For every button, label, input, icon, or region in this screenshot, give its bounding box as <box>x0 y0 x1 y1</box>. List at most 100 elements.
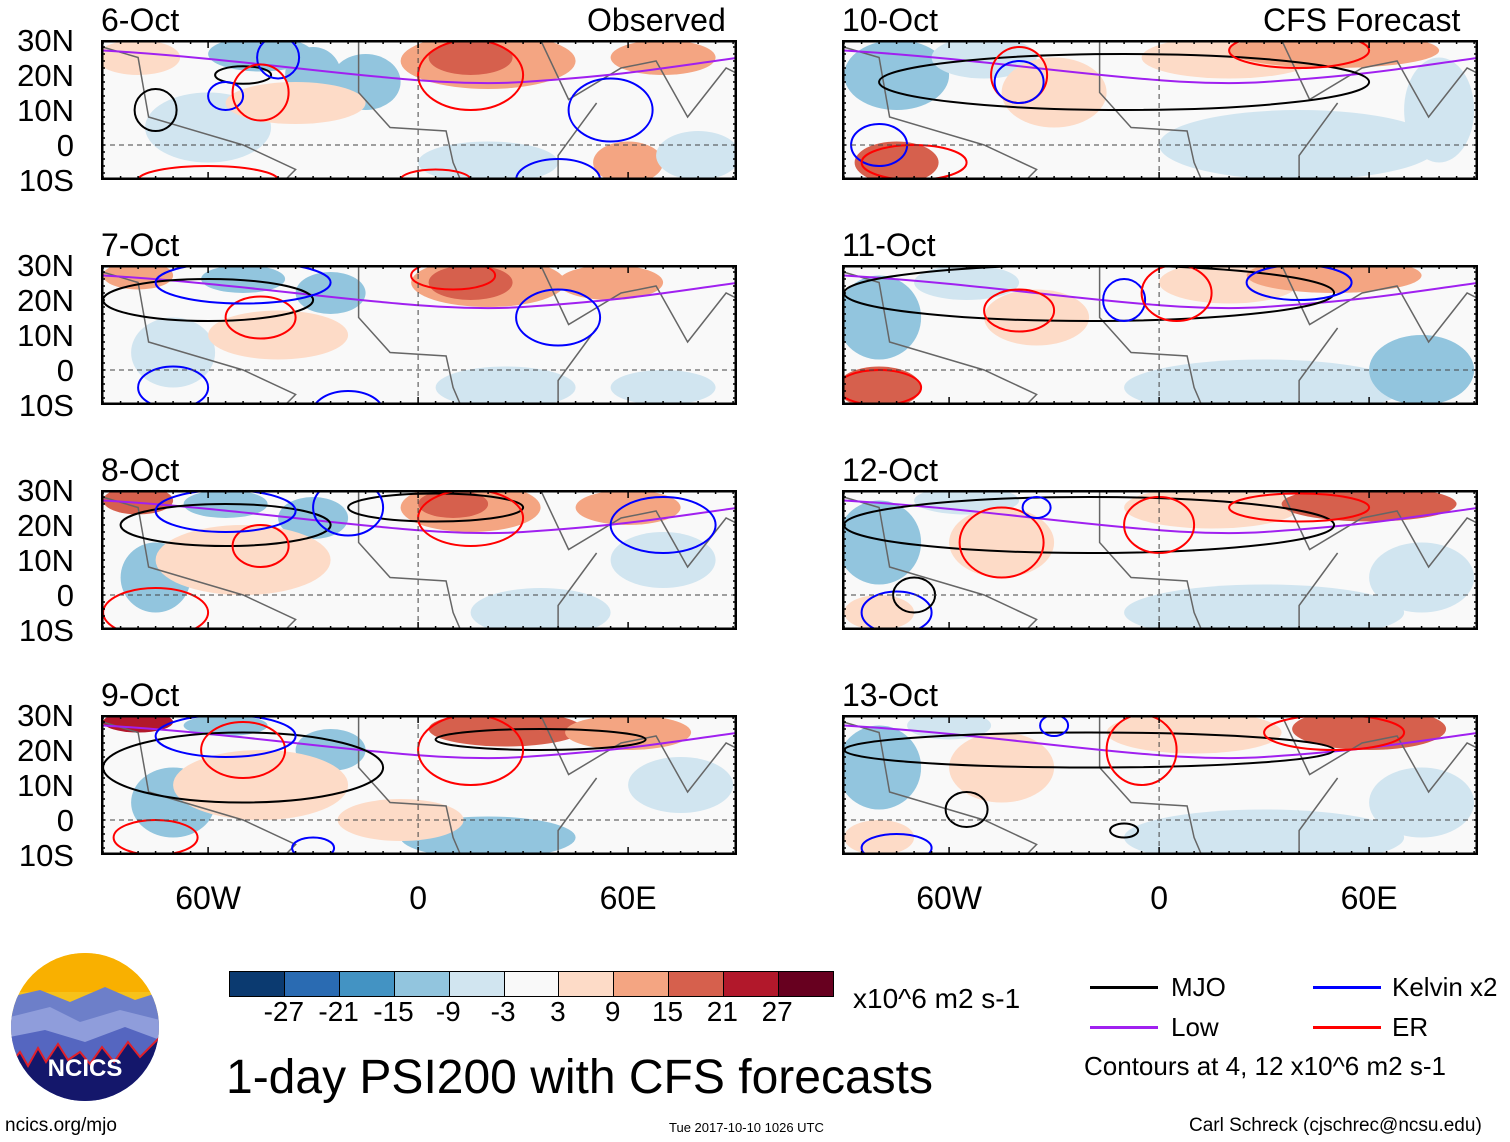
psi-anomaly-shading <box>656 131 737 180</box>
low-contour <box>844 724 1478 760</box>
lat-tick-label: 30N <box>17 248 74 283</box>
er-contour <box>417 715 525 786</box>
colorbar-label: 27 <box>761 996 793 1027</box>
er-contour <box>1263 715 1406 751</box>
psi-anomaly-shading <box>1292 715 1447 750</box>
legend-label-mjo: MJO <box>1171 972 1226 1002</box>
er-contour <box>137 165 280 180</box>
panel-date: 12-Oct <box>842 452 939 488</box>
psi-anomaly-shading <box>949 732 1055 803</box>
low-contour <box>844 499 1478 535</box>
kelvin-contour <box>207 81 245 111</box>
er-contour <box>231 524 290 568</box>
psi-anomaly-shading <box>208 40 314 72</box>
psi-anomaly-shading <box>907 715 992 740</box>
lat-tick-label: 30N <box>17 698 74 733</box>
map-panel <box>101 490 737 630</box>
low-contour <box>844 49 1478 85</box>
er-contour <box>983 288 1056 333</box>
psi-anomaly-shading <box>183 715 268 736</box>
coastline <box>842 265 1478 405</box>
lat-tick-label: 30N <box>17 23 74 58</box>
psi-anomaly-shading <box>295 272 366 314</box>
cfs-forecast-label: CFS Forecast <box>1263 2 1461 38</box>
kelvin-contour <box>312 490 385 537</box>
er-contour <box>231 63 290 122</box>
psi-anomaly-shading <box>610 40 716 75</box>
colorbar <box>229 971 834 997</box>
colorbar-swatch <box>779 972 833 996</box>
map-panel <box>101 265 737 405</box>
lat-tick-label: 20N <box>17 58 74 93</box>
lat-tick-label: 10S <box>18 613 74 648</box>
colorbar-label: 15 <box>651 996 684 1027</box>
mjo-contour <box>1109 822 1140 839</box>
low-contour <box>103 724 737 760</box>
lat-tick-label: 10N <box>17 93 74 128</box>
panel-date: 6-Oct <box>101 2 180 38</box>
contours-note: Contours at 4, 12 x10^6 m2 s-1 <box>1084 1051 1446 1081</box>
kelvin-contour <box>860 833 933 855</box>
footer-timestamp: Tue 2017-10-10 1026 UTC <box>669 1120 824 1135</box>
kelvin-contour <box>1021 496 1052 519</box>
legend-line-kelvin <box>1313 986 1381 989</box>
psi-anomaly-shading <box>914 265 1020 300</box>
legend-line-er <box>1313 1026 1381 1029</box>
legend-label-low: Low <box>1171 1012 1219 1042</box>
footer-credit: Carl Schreck (cjschrec@ncsu.edu) <box>1189 1115 1482 1136</box>
psi-anomaly-shading <box>428 40 513 75</box>
psi-anomaly-shading <box>842 725 922 810</box>
psi-anomaly-shading <box>101 40 181 75</box>
colorbar-label: -21 <box>318 996 359 1027</box>
mjo-contour <box>878 53 1371 111</box>
psi-anomaly-shading <box>1404 57 1475 163</box>
coastline <box>101 715 737 855</box>
psi-anomaly-shading <box>844 820 915 855</box>
colorbar-label: -27 <box>263 996 305 1027</box>
panel-date: 11-Oct <box>842 227 936 263</box>
psi-anomaly-shading <box>155 525 331 595</box>
er-contour <box>958 506 1045 579</box>
colorbar-label: -3 <box>490 996 516 1027</box>
lon-tick-label: 0 <box>409 880 427 916</box>
kelvin-contour <box>515 288 602 347</box>
coastline <box>101 40 737 180</box>
legend-line-low <box>1090 1026 1158 1029</box>
psi-anomaly-shading <box>428 265 513 300</box>
lat-tick-label: 30N <box>17 473 74 508</box>
kelvin-contour <box>1102 278 1147 322</box>
psi-anomaly-shading <box>435 366 576 405</box>
panel-date: 8-Oct <box>101 452 180 488</box>
kelvin-contour <box>993 60 1045 104</box>
psi-anomaly-shading <box>558 265 664 300</box>
lat-tick-label: 0 <box>56 353 74 388</box>
panel-date: 9-Oct <box>101 677 180 713</box>
kelvin-contour <box>860 590 933 630</box>
psi-anomaly-shading <box>1369 767 1475 838</box>
coastline <box>842 40 1478 180</box>
legend-label-er: ER <box>1392 1012 1429 1042</box>
colorbar-swatch <box>559 972 615 996</box>
mjo-contour <box>944 791 989 828</box>
observed-label: Observed <box>587 2 726 38</box>
kelvin-contour <box>154 490 297 533</box>
er-contour <box>399 168 472 180</box>
er-contour <box>224 295 297 340</box>
colorbar-swatch <box>284 972 340 996</box>
colorbar-swatch <box>230 972 285 996</box>
legend-line-mjo <box>1090 986 1158 989</box>
colorbar-label: 9 <box>604 996 621 1027</box>
footer-url[interactable]: ncics.org/mjo <box>5 1115 117 1136</box>
psi-anomaly-shading <box>173 750 349 820</box>
er-contour <box>410 265 497 291</box>
lat-tick-label: 10S <box>18 388 74 423</box>
lat-tick-label: 10S <box>18 163 74 198</box>
colorbar-swatch <box>449 972 505 996</box>
psi-anomaly-shading <box>1369 542 1475 613</box>
lat-tick-label: 10N <box>17 543 74 578</box>
psi-anomaly-shading <box>1124 359 1405 405</box>
panel-date: 10-Oct <box>842 2 939 38</box>
map-panel <box>842 715 1478 855</box>
map-panel <box>101 40 737 180</box>
psi-anomaly-shading <box>949 507 1055 578</box>
